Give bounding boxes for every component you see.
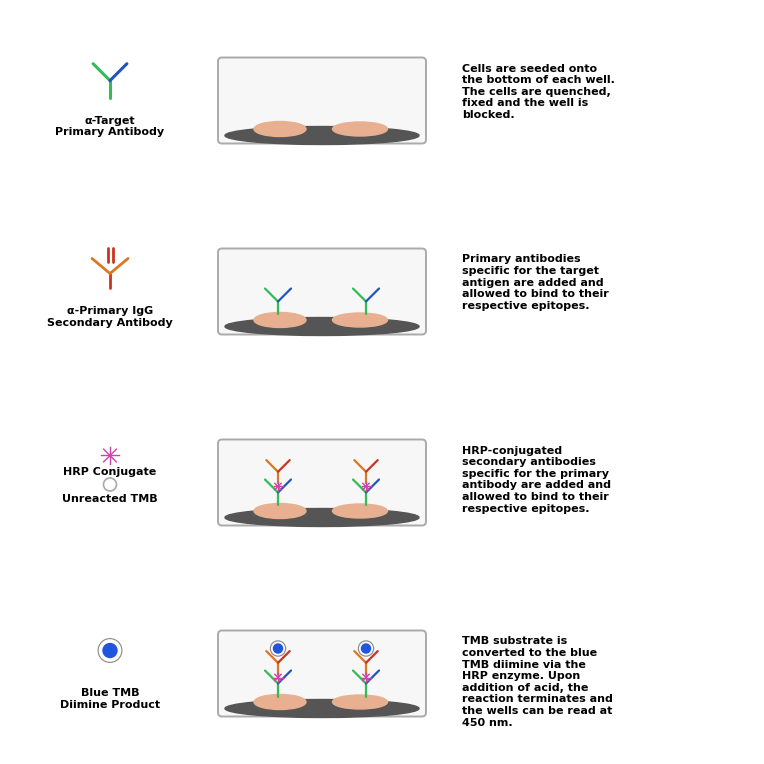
Text: TMB substrate is
converted to the blue
TMB diimine via the
HRP enzyme. Upon
addi: TMB substrate is converted to the blue T… xyxy=(462,636,613,727)
Ellipse shape xyxy=(225,318,419,335)
Text: Cells are seeded onto
the bottom of each well.
The cells are quenched,
fixed and: Cells are seeded onto the bottom of each… xyxy=(462,63,615,120)
Ellipse shape xyxy=(225,509,419,526)
Circle shape xyxy=(274,644,283,653)
Text: Blue TMB
Diimine Product: Blue TMB Diimine Product xyxy=(60,688,160,710)
Text: α-Target
Primary Antibody: α-Target Primary Antibody xyxy=(56,115,164,137)
Ellipse shape xyxy=(254,503,306,519)
FancyBboxPatch shape xyxy=(218,248,426,335)
Ellipse shape xyxy=(332,313,387,327)
Text: Unreacted TMB: Unreacted TMB xyxy=(62,494,158,503)
Ellipse shape xyxy=(225,127,419,144)
Ellipse shape xyxy=(254,312,306,328)
FancyBboxPatch shape xyxy=(218,630,426,717)
Text: HRP-conjugated
secondary antibodies
specific for the primary
antibody are added : HRP-conjugated secondary antibodies spec… xyxy=(462,445,611,513)
Circle shape xyxy=(103,643,117,658)
Ellipse shape xyxy=(254,694,306,710)
Text: Primary antibodies
specific for the target
antigen are added and
allowed to bind: Primary antibodies specific for the targ… xyxy=(462,254,609,311)
Text: HRP Conjugate: HRP Conjugate xyxy=(63,468,157,478)
Ellipse shape xyxy=(332,695,387,709)
Ellipse shape xyxy=(254,121,306,137)
FancyBboxPatch shape xyxy=(218,439,426,526)
Ellipse shape xyxy=(332,122,387,136)
FancyBboxPatch shape xyxy=(218,57,426,144)
Circle shape xyxy=(361,644,371,653)
Ellipse shape xyxy=(332,504,387,518)
Ellipse shape xyxy=(225,700,419,717)
Text: α-Primary IgG
Secondary Antibody: α-Primary IgG Secondary Antibody xyxy=(47,306,173,328)
